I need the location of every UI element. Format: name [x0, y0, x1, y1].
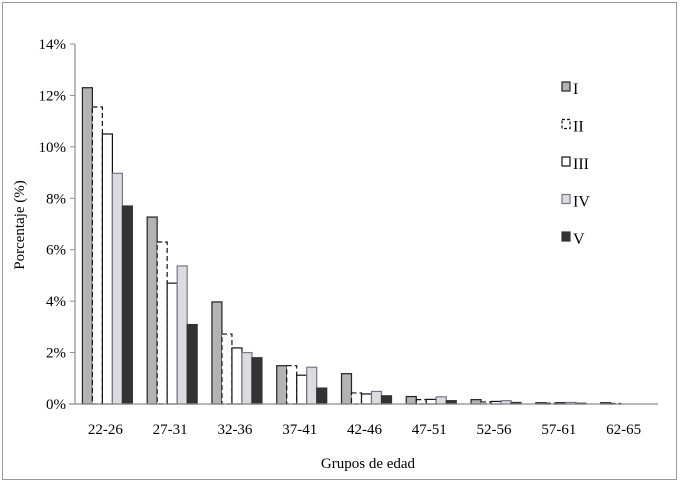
y-tick-label: 12%: [39, 88, 67, 104]
bar-I-27-31: [146, 216, 158, 405]
bar-II-22-26: [91, 106, 103, 405]
bar-II-32-36: [221, 333, 233, 405]
x-tick-label: 37-41: [282, 422, 317, 438]
bar-I-32-36: [211, 301, 223, 405]
x-tick-label: 27-31: [153, 422, 188, 438]
bar-I-42-46: [340, 373, 353, 405]
bars-layer: [81, 87, 622, 405]
x-tick-label: 42-46: [347, 422, 382, 438]
bar-III-32-36: [231, 347, 243, 405]
x-tick-label: 32-36: [217, 422, 252, 438]
bar-II-27-31: [156, 241, 168, 405]
bar-II-37-41: [286, 365, 298, 405]
x-tick-label: 47-51: [412, 422, 447, 438]
bar-I-52-56: [470, 399, 482, 405]
bar-V-32-36: [251, 357, 263, 405]
y-tick-label: 10%: [39, 140, 67, 156]
bar-IV-32-36: [241, 351, 253, 405]
x-tick-label: 52-56: [477, 422, 512, 438]
x-axis-label: Grupos de edad: [321, 456, 416, 472]
bar-III-27-31: [166, 282, 178, 405]
x-tick-label: 62-65: [606, 422, 641, 438]
x-tick-label: 22-26: [88, 422, 123, 438]
legend-label-I: I: [573, 81, 578, 98]
bar-I-22-26: [81, 87, 93, 405]
bar-III-37-41: [296, 374, 308, 405]
y-axis-label: Porcentaje (%): [12, 180, 28, 270]
bar-IV-27-31: [176, 265, 188, 405]
bar-IV-47-51: [435, 396, 447, 405]
legend-swatch-I: [561, 81, 571, 92]
bar-V-27-31: [186, 323, 198, 405]
bar-III-42-46: [360, 393, 373, 405]
legend-swatch-III: [561, 156, 571, 167]
legend-swatch-II: [561, 118, 571, 130]
legend-label-IV: IV: [573, 194, 590, 211]
bar-IV-37-41: [306, 366, 318, 405]
bar-II-47-51: [415, 399, 427, 405]
bar-I-47-51: [405, 395, 417, 405]
y-tick-label: 0%: [46, 397, 66, 413]
y-tick-label: 6%: [46, 243, 66, 259]
bar-V-37-41: [316, 387, 328, 405]
legend-label-III: III: [573, 156, 589, 173]
x-tick-label: 57-61: [541, 422, 576, 438]
y-tick-label: 2%: [46, 346, 66, 362]
bar-III-22-26: [101, 133, 113, 405]
axes-layer: 0% 2% 4% 6% 8% 10% 12% 14% 22-26 27-31 32-36 37-41 4…: [39, 37, 658, 438]
bar-V-42-46: [380, 395, 393, 405]
bar-IV-22-26: [111, 172, 123, 405]
y-tick-label: 8%: [46, 191, 66, 207]
y-tick-label: 14%: [39, 37, 67, 53]
bar-III-47-51: [425, 398, 437, 405]
bar-II-42-46: [350, 392, 363, 405]
bar-I-37-41: [276, 365, 288, 405]
legend-swatch-V: [561, 231, 571, 242]
legend-swatch-IV: [561, 193, 571, 205]
legend-label-II: II: [573, 119, 584, 136]
bar-IV-42-46: [370, 390, 383, 405]
bar-V-22-26: [121, 205, 133, 405]
y-tick-label: 4%: [46, 294, 66, 310]
legend-label-V: V: [573, 231, 585, 248]
chart-frame: [2, 2, 677, 480]
